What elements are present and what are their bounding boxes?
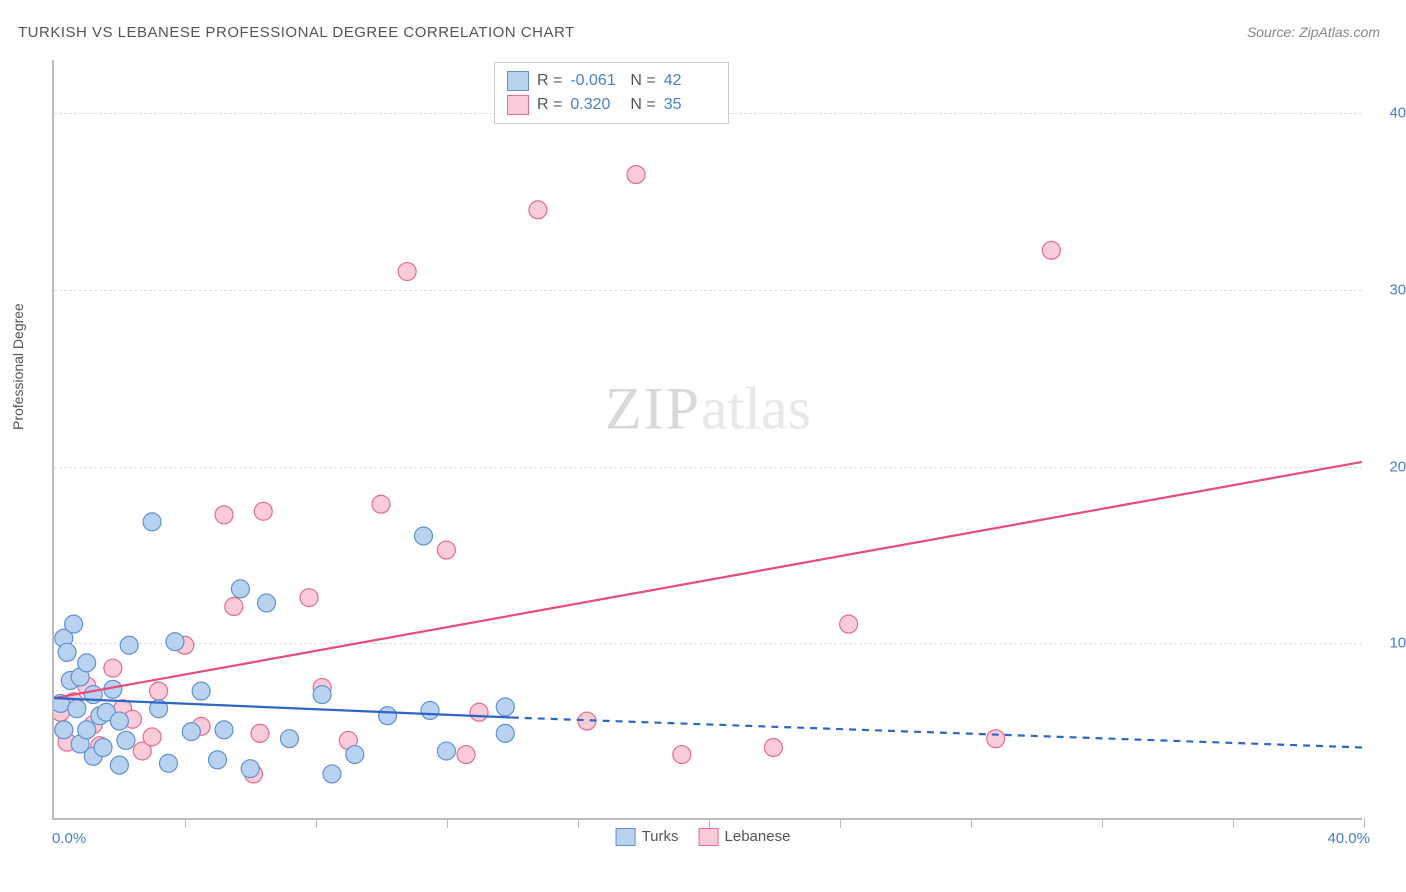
turks-r-value: -0.061 bbox=[570, 69, 622, 93]
y-tick-label: 30.0% bbox=[1372, 281, 1406, 298]
scatter-point bbox=[65, 615, 83, 633]
scatter-point bbox=[323, 765, 341, 783]
plot-svg bbox=[54, 60, 1362, 818]
stats-swatch-lebanese bbox=[507, 95, 529, 115]
stats-row-lebanese: R = 0.320 N = 35 bbox=[507, 93, 716, 117]
scatter-point bbox=[182, 723, 200, 741]
scatter-point bbox=[117, 731, 135, 749]
chart-container: TURKISH VS LEBANESE PROFESSIONAL DEGREE … bbox=[0, 0, 1406, 892]
x-tick bbox=[1364, 818, 1365, 828]
scatter-point bbox=[58, 643, 76, 661]
scatter-point bbox=[110, 712, 128, 730]
scatter-point bbox=[398, 263, 416, 281]
legend-item-lebanese: Lebanese bbox=[699, 828, 791, 846]
scatter-point bbox=[280, 730, 298, 748]
scatter-point bbox=[94, 739, 112, 757]
legend-label-lebanese: Lebanese bbox=[725, 828, 791, 845]
chart-title: TURKISH VS LEBANESE PROFESSIONAL DEGREE … bbox=[18, 24, 575, 41]
scatter-point bbox=[215, 721, 233, 739]
scatter-point bbox=[437, 541, 455, 559]
x-tick bbox=[578, 818, 579, 828]
scatter-point bbox=[764, 739, 782, 757]
scatter-point bbox=[496, 698, 514, 716]
x-tick bbox=[1233, 818, 1234, 828]
lebanese-n-value: 35 bbox=[664, 93, 716, 117]
scatter-point bbox=[1042, 241, 1060, 259]
n-label: N = bbox=[630, 69, 655, 93]
scatter-point bbox=[209, 751, 227, 769]
y-axis-label: Professional Degree bbox=[10, 303, 26, 430]
x-tick bbox=[185, 818, 186, 828]
scatter-point bbox=[470, 703, 488, 721]
y-tick-label: 20.0% bbox=[1372, 458, 1406, 475]
scatter-point bbox=[68, 700, 86, 718]
scatter-point bbox=[143, 513, 161, 531]
stats-swatch-turks bbox=[507, 71, 529, 91]
scatter-point bbox=[241, 760, 259, 778]
scatter-point bbox=[421, 701, 439, 719]
scatter-point bbox=[415, 527, 433, 545]
x-tick bbox=[971, 818, 972, 828]
scatter-point bbox=[300, 589, 318, 607]
correlation-stats-box: R = -0.061 N = 42 R = 0.320 N = 35 bbox=[494, 62, 729, 124]
scatter-point bbox=[457, 746, 475, 764]
scatter-point bbox=[225, 597, 243, 615]
trend-line bbox=[512, 718, 1362, 748]
n-label: N = bbox=[630, 93, 655, 117]
scatter-point bbox=[78, 721, 96, 739]
turks-n-value: 42 bbox=[664, 69, 716, 93]
scatter-point bbox=[150, 682, 168, 700]
x-tick bbox=[709, 818, 710, 828]
x-axis-first-tick: 0.0% bbox=[52, 830, 86, 847]
scatter-point bbox=[346, 746, 364, 764]
stats-row-turks: R = -0.061 N = 42 bbox=[507, 69, 716, 93]
scatter-point bbox=[55, 721, 73, 739]
legend-swatch-lebanese bbox=[699, 828, 719, 846]
scatter-point bbox=[166, 633, 184, 651]
x-tick bbox=[1102, 818, 1103, 828]
scatter-point bbox=[231, 580, 249, 598]
trend-line bbox=[54, 462, 1362, 698]
y-tick-label: 10.0% bbox=[1372, 635, 1406, 652]
scatter-point bbox=[110, 756, 128, 774]
lebanese-r-value: 0.320 bbox=[570, 93, 622, 117]
source-label: Source: ZipAtlas.com bbox=[1247, 24, 1380, 40]
scatter-point bbox=[379, 707, 397, 725]
scatter-point bbox=[529, 201, 547, 219]
scatter-point bbox=[143, 728, 161, 746]
scatter-point bbox=[120, 636, 138, 654]
bottom-legend: Turks Lebanese bbox=[616, 828, 791, 846]
scatter-point bbox=[251, 724, 269, 742]
scatter-point bbox=[496, 724, 514, 742]
scatter-point bbox=[159, 754, 177, 772]
plot-area: ZIPatlas R = -0.061 N = 42 R = 0.320 N =… bbox=[52, 60, 1362, 820]
scatter-point bbox=[673, 746, 691, 764]
r-label: R = bbox=[537, 69, 562, 93]
y-tick-label: 40.0% bbox=[1372, 105, 1406, 122]
scatter-point bbox=[313, 686, 331, 704]
x-tick bbox=[316, 818, 317, 828]
scatter-point bbox=[627, 166, 645, 184]
scatter-point bbox=[192, 682, 210, 700]
legend-label-turks: Turks bbox=[642, 828, 679, 845]
scatter-point bbox=[840, 615, 858, 633]
scatter-point bbox=[372, 495, 390, 513]
x-axis-last-tick: 40.0% bbox=[1327, 830, 1370, 847]
x-tick bbox=[840, 818, 841, 828]
scatter-point bbox=[104, 659, 122, 677]
scatter-point bbox=[254, 502, 272, 520]
r-label: R = bbox=[537, 93, 562, 117]
scatter-point bbox=[437, 742, 455, 760]
scatter-point bbox=[78, 654, 96, 672]
x-tick bbox=[447, 818, 448, 828]
legend-item-turks: Turks bbox=[616, 828, 679, 846]
legend-swatch-turks bbox=[616, 828, 636, 846]
scatter-point bbox=[215, 506, 233, 524]
scatter-point bbox=[987, 730, 1005, 748]
scatter-point bbox=[258, 594, 276, 612]
